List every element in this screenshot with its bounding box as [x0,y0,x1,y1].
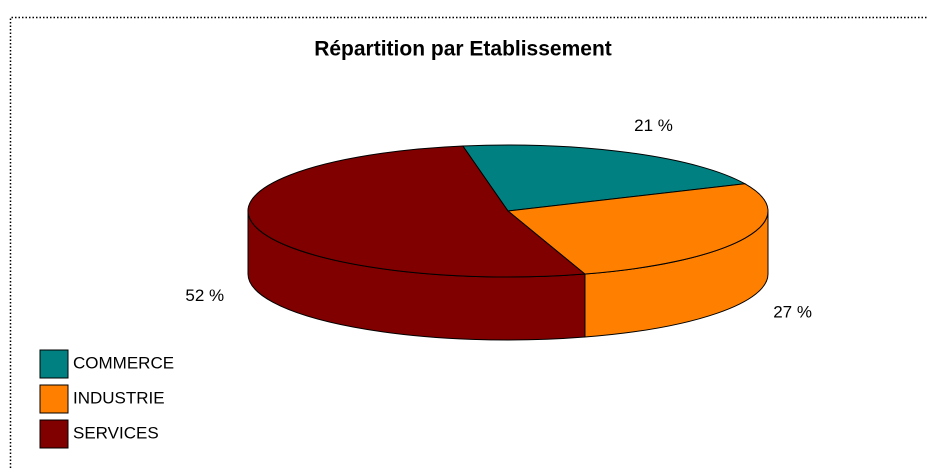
legend-swatch [39,384,69,414]
legend-label: COMMERCE [73,353,174,372]
pie-slice [247,145,587,278]
data-label: 52 % [185,286,224,305]
chart-title: Répartition par Etablissement [314,38,612,61]
legend-label: SERVICES [73,423,159,442]
legend-swatch [39,419,69,449]
legend-swatch [39,349,69,379]
pie-slice [461,144,747,212]
pie-slice [506,183,769,275]
legend-label: INDUSTRIE [73,388,165,407]
data-label: 27 % [773,303,812,322]
data-label: 21 % [634,116,673,135]
